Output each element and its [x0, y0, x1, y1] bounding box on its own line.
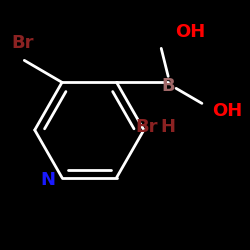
Text: Br: Br — [136, 118, 158, 136]
Text: OH: OH — [212, 102, 242, 120]
Text: B: B — [161, 77, 175, 95]
Text: OH: OH — [175, 23, 205, 41]
Text: H: H — [160, 118, 175, 136]
Text: Br: Br — [11, 34, 34, 52]
Text: N: N — [40, 171, 56, 189]
